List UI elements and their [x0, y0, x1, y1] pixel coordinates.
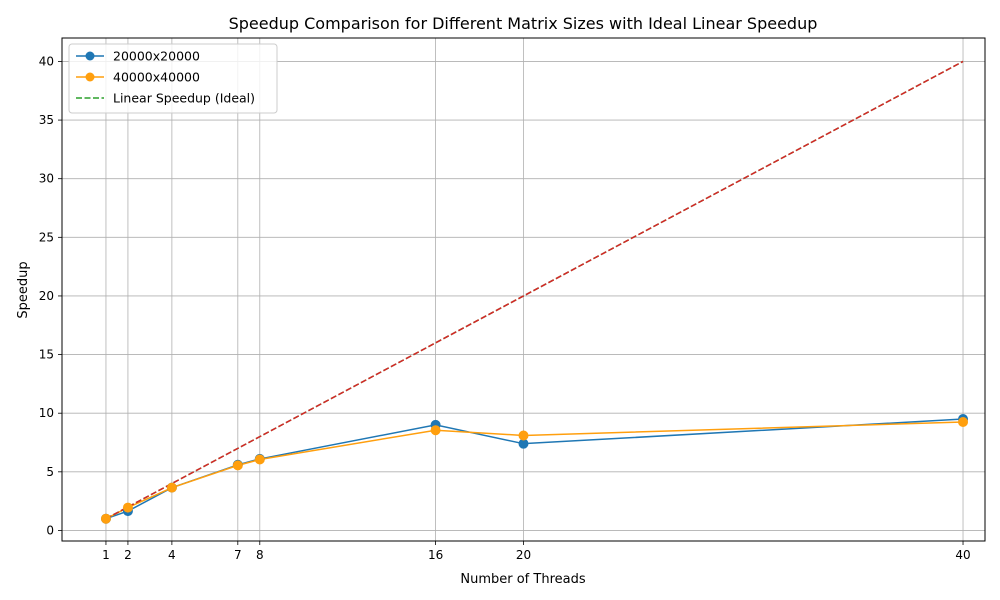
point-40000x40000: [430, 425, 441, 436]
legend-label: 20000x20000: [113, 49, 200, 64]
grid: [62, 38, 985, 541]
y-tick-label: 20: [39, 289, 54, 303]
point-40000x40000: [232, 460, 243, 471]
point-40000x40000: [254, 454, 265, 465]
legend-label: 40000x40000: [113, 70, 200, 85]
legend: 20000x20000 40000x40000 Linear Speedup (Id…: [68, 43, 278, 114]
x-tick-label: 8: [256, 548, 264, 562]
point-40000x40000: [122, 502, 133, 513]
point-20000x20000: [518, 438, 529, 449]
x-tick-label: 2: [124, 548, 132, 562]
y-tick-label: 15: [39, 348, 54, 362]
x-tick-label: 4: [168, 548, 176, 562]
y-axis-ticks: 0 5 10 15 20 25 30 35 40: [39, 54, 62, 537]
chart-title: Speedup Comparison for Different Matrix …: [229, 14, 818, 33]
legend-box: [68, 43, 278, 114]
x-tick-label: 1: [102, 548, 110, 562]
y-tick-label: 10: [39, 406, 54, 420]
y-tick-label: 30: [39, 172, 54, 186]
y-tick-label: 0: [46, 523, 54, 537]
y-tick-label: 25: [39, 230, 54, 244]
x-tick-label: 20: [516, 548, 531, 562]
legend-label: Linear Speedup (Ideal): [113, 91, 255, 106]
point-40000x40000: [166, 482, 177, 493]
x-tick-label: 7: [234, 548, 242, 562]
y-tick-label: 40: [39, 54, 54, 68]
point-40000x40000: [100, 513, 111, 524]
x-axis-label: Number of Threads: [460, 572, 585, 587]
y-axis-label: Speedup: [16, 261, 31, 318]
point-40000x40000: [518, 430, 529, 441]
series-line-40000x40000: [105, 421, 964, 520]
x-tick-label: 16: [428, 548, 443, 562]
plot-lines: [100, 60, 969, 524]
legend-marker: [85, 72, 95, 82]
y-tick-label: 5: [46, 465, 54, 479]
legend-marker: [85, 51, 95, 61]
overlay-dashed-line: [105, 60, 964, 520]
point-40000x40000: [958, 416, 969, 427]
x-axis-ticks: 1 2 4 7 8 16 20 40: [102, 541, 971, 562]
y-tick-label: 35: [39, 113, 54, 127]
x-tick-label: 40: [955, 548, 970, 562]
